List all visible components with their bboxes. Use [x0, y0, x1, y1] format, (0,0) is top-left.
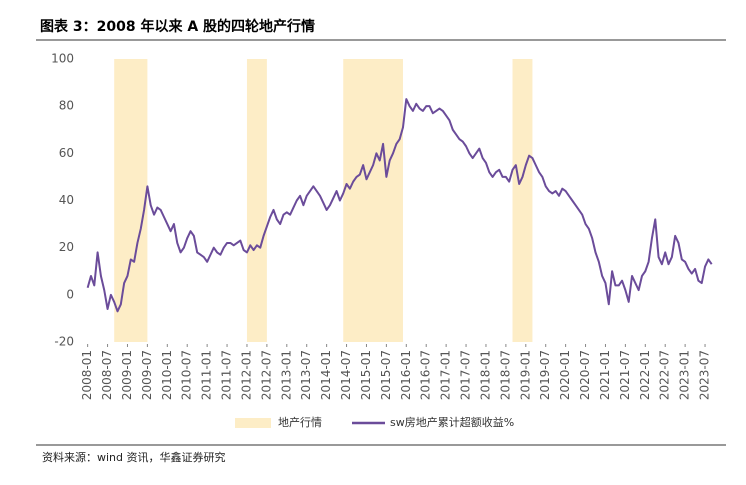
x-tick-label: 2020-01 [558, 350, 572, 400]
chart-title: 图表 3：2008 年以来 A 股的四轮地产行情 [40, 18, 315, 35]
y-tick-label: 80 [59, 99, 74, 113]
x-tick-label: 2012-07 [259, 350, 273, 400]
x-tick-label: 2013-01 [279, 350, 293, 400]
y-tick-label: 0 [66, 287, 74, 301]
x-tick-label: 2015-01 [359, 350, 373, 400]
source-note: 资料来源：wind 资讯，华鑫证券研究 [42, 450, 226, 464]
period-band [246, 59, 267, 342]
x-tick-label: 2022-01 [638, 350, 652, 400]
x-tick-label: 2017-01 [439, 350, 453, 400]
period-band [343, 59, 403, 342]
x-tick-label: 2023-07 [698, 350, 712, 400]
x-tick-label: 2010-01 [160, 350, 174, 400]
x-tick-label: 2022-07 [658, 350, 672, 400]
x-tick-label: 2009-01 [120, 350, 134, 400]
x-tick-label: 2010-07 [180, 350, 194, 400]
x-tick-label: 2018-07 [498, 350, 512, 400]
period-band [512, 59, 533, 342]
legend-label: 地产行情 [278, 415, 322, 429]
x-tick-label: 2021-07 [618, 350, 632, 400]
period-band [114, 59, 148, 342]
x-tick-label: 2016-07 [419, 350, 433, 400]
y-tick-label: -20 [54, 335, 74, 349]
x-tick-label: 2008-01 [80, 350, 94, 400]
x-tick-label: 2009-07 [140, 350, 154, 400]
x-tick-label: 2019-07 [538, 350, 552, 400]
x-tick-label: 2019-01 [518, 350, 532, 400]
x-tick-label: 2012-01 [239, 350, 253, 400]
legend-swatch [235, 418, 271, 428]
x-tick-label: 2020-07 [578, 350, 592, 400]
x-tick-label: 2015-07 [379, 350, 393, 400]
y-tick-label: 100 [51, 52, 74, 66]
y-tick-label: 60 [59, 146, 74, 160]
y-tick-label: 20 [59, 240, 74, 254]
y-tick-label: 40 [59, 193, 74, 207]
x-tick-label: 2016-01 [399, 350, 413, 400]
x-tick-label: 2023-01 [678, 350, 692, 400]
series-line [86, 98, 713, 313]
x-tick-label: 2014-01 [319, 350, 333, 400]
x-tick-label: 2011-01 [200, 350, 214, 400]
x-tick-label: 2021-01 [598, 350, 612, 400]
x-tick-label: 2014-07 [339, 350, 353, 400]
x-tick-label: 2011-07 [220, 350, 234, 400]
x-tick-label: 2018-01 [478, 350, 492, 400]
x-tick-label: 2013-07 [299, 350, 313, 400]
x-tick-label: 2008-07 [100, 350, 114, 400]
legend-label: sw房地产累计超额收益% [390, 415, 514, 429]
x-tick-label: 2017-07 [459, 350, 473, 400]
